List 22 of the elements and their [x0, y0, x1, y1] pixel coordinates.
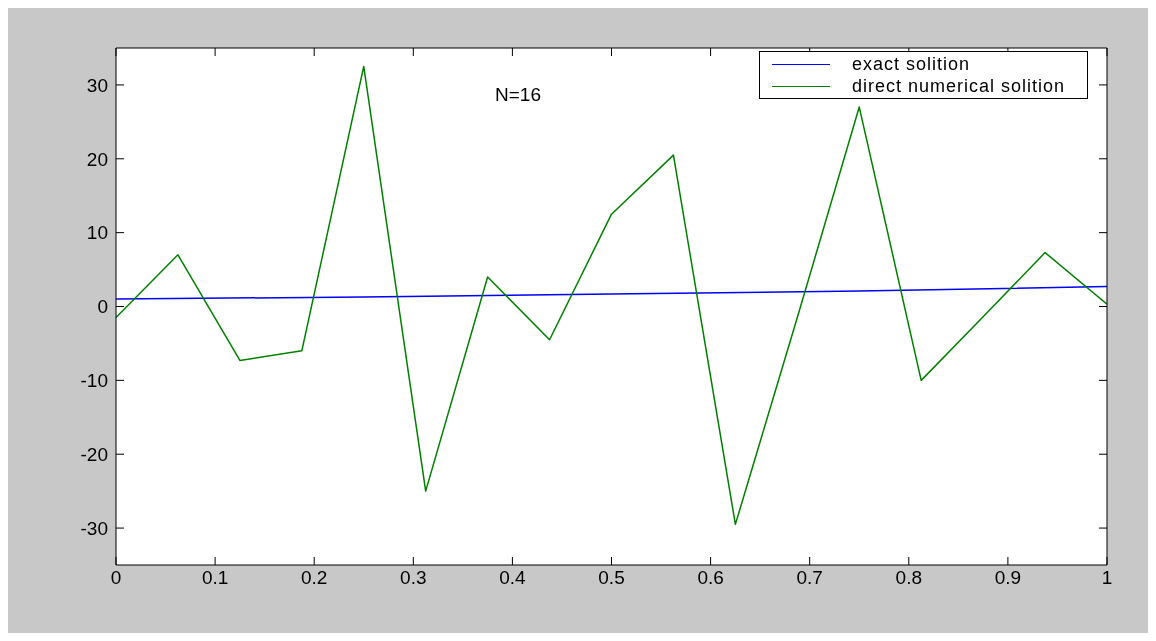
y-tick-label: 0 — [97, 296, 108, 318]
x-tick-label: 0 — [110, 567, 122, 589]
y-tick-label: 10 — [86, 222, 108, 244]
x-tick-label: 0.9 — [994, 567, 1022, 589]
y-tick-label: -20 — [80, 443, 108, 465]
x-tick-label: 0.5 — [598, 567, 625, 589]
legend-label: direct numerical solition — [851, 75, 1065, 97]
x-tick-label: 0.6 — [697, 567, 724, 589]
legend-label: exact solition — [851, 53, 970, 75]
x-tick-label: 1 — [1101, 567, 1113, 589]
y-tick-label: 30 — [86, 74, 108, 96]
x-tick-label: 0.1 — [201, 567, 229, 589]
y-tick-label: -30 — [80, 517, 108, 539]
x-tick-label: 0.4 — [499, 567, 527, 589]
x-tick-label: 0.7 — [796, 567, 823, 589]
x-tick-label: 0.2 — [300, 567, 328, 589]
y-tick-label: -10 — [80, 370, 108, 392]
x-tick-label: 0.3 — [400, 567, 427, 589]
annotation: N=16 — [495, 84, 541, 106]
y-tick-label: 20 — [86, 148, 108, 170]
line-series — [116, 285, 1107, 300]
x-tick-label: 0.8 — [895, 567, 923, 589]
